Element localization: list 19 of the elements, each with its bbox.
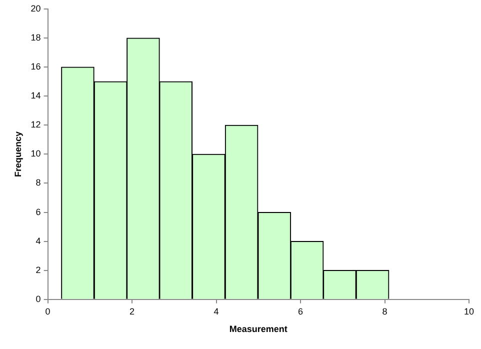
x-tick-label: 6 <box>298 306 304 316</box>
y-tick-label: 6 <box>36 206 41 217</box>
x-axis-title: Measurement <box>229 324 288 334</box>
y-tick-label: 16 <box>30 62 41 72</box>
x-tick-label: 4 <box>214 306 219 316</box>
x-tick-label: 10 <box>464 306 474 316</box>
y-tick-label: 10 <box>30 148 41 159</box>
x-tick-label: 2 <box>130 306 135 316</box>
y-tick-label: 4 <box>36 236 41 246</box>
y-tick-label: 12 <box>30 120 41 130</box>
y-tick-label: 14 <box>30 90 41 101</box>
y-tick-label: 20 <box>30 3 41 14</box>
y-axis-title: Frequency <box>12 131 23 177</box>
y-tick-label: 0 <box>36 294 41 304</box>
y-tick-label: 2 <box>36 264 41 275</box>
x-tick-label: 8 <box>382 306 388 316</box>
y-tick-label: 18 <box>30 32 41 43</box>
x-tick-label: 0 <box>45 306 50 316</box>
y-tick-label: 8 <box>36 178 41 188</box>
